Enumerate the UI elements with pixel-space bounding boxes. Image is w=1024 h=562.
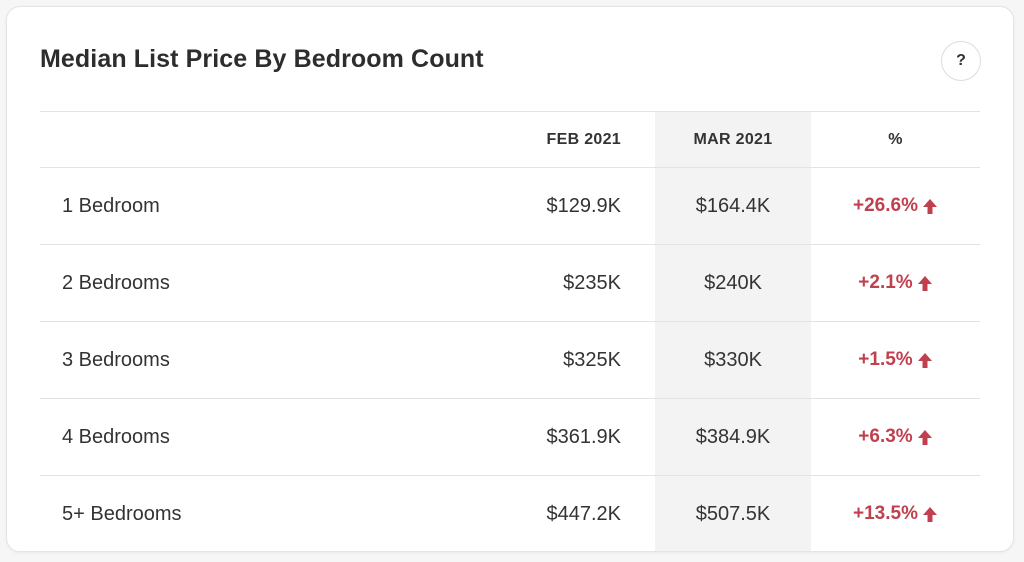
table-row: 1 Bedroom $129.9K $164.4K +26.6% [40,167,980,244]
pct-change: +6.3% [811,399,980,475]
pct-value: +26.6% [853,195,918,216]
table-row: 4 Bedrooms $361.9K $384.9K +6.3% [40,398,980,475]
table-row: 2 Bedrooms $235K $240K +2.1% [40,244,980,321]
feb-value: $325K [563,348,621,371]
up-arrow-icon [917,275,932,291]
price-table: FEB 2021 MAR 2021 % 1 Bedroom $129.9K $1… [40,111,980,551]
row-label: 4 Bedrooms [62,425,170,448]
feb-value: $129.9K [546,194,621,217]
row-label: 1 Bedroom [62,194,160,217]
mar-value: $384.9K [655,399,811,475]
header-percent: % [888,130,903,148]
header-bedrooms [40,112,466,167]
feb-value: $235K [563,271,621,294]
up-arrow-icon [922,506,937,522]
median-price-card: Median List Price By Bedroom Count ? FEB… [6,6,1014,552]
pct-value: +6.3% [858,426,913,447]
header-mar-2021: MAR 2021 [655,112,811,167]
feb-value: $361.9K [546,425,621,448]
mar-value: $330K [655,322,811,398]
mar-value: $164.4K [655,168,811,244]
row-label: 3 Bedrooms [62,348,170,371]
table-row: 3 Bedrooms $325K $330K +1.5% [40,321,980,398]
question-icon: ? [956,52,966,69]
pct-change: +1.5% [811,322,980,398]
table-header-row: FEB 2021 MAR 2021 % [40,111,980,167]
mar-value: $240K [655,245,811,321]
up-arrow-icon [917,429,932,445]
row-label: 2 Bedrooms [62,271,170,294]
pct-change: +26.6% [811,168,980,244]
pct-value: +2.1% [858,272,913,293]
up-arrow-icon [917,352,932,368]
row-label: 5+ Bedrooms [62,502,182,525]
feb-value: $447.2K [546,502,621,525]
pct-value: +1.5% [858,349,913,370]
table-row: 5+ Bedrooms $447.2K $507.5K +13.5% [40,475,980,551]
up-arrow-icon [922,198,937,214]
card-title: Median List Price By Bedroom Count [40,45,484,73]
pct-change: +13.5% [811,476,980,551]
header-feb-2021: FEB 2021 [546,130,621,148]
pct-change: +2.1% [811,245,980,321]
mar-value: $507.5K [655,476,811,551]
pct-value: +13.5% [853,503,918,524]
help-button[interactable]: ? [941,41,981,81]
